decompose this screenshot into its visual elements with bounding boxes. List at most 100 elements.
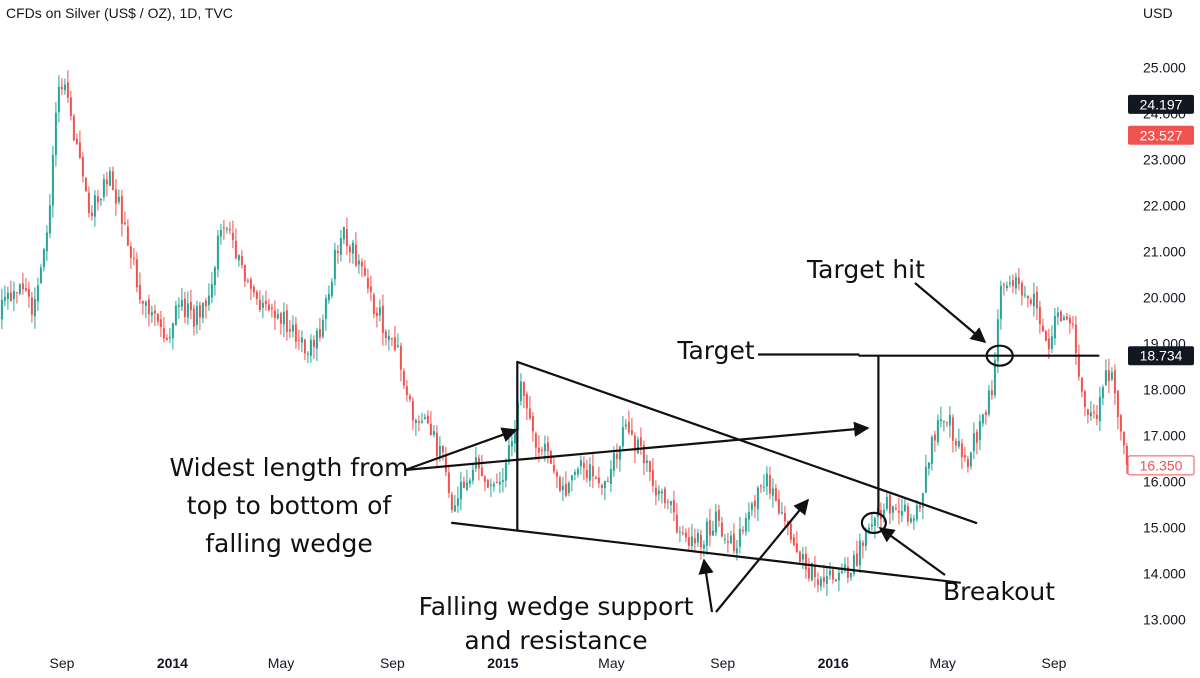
candle-body [234,240,237,259]
candle-body [147,299,150,315]
candle [645,454,648,472]
candle-body [360,261,363,267]
candle [30,291,33,323]
candle-body [273,310,276,318]
candle-body [42,249,45,268]
candle-body [27,289,30,297]
candle [939,406,942,428]
candle-body [1011,280,1014,287]
candle [573,469,576,481]
candle-body [843,564,846,571]
candle-body [51,155,54,206]
candle [981,413,984,427]
candle [201,302,204,324]
candle-body [1095,414,1098,419]
breakout-annotation: Breakout [943,577,1055,606]
candle-body [135,259,138,288]
candle [672,490,675,522]
candle [513,420,516,453]
candle-body [600,485,603,488]
candle-body [228,229,231,231]
candle-body [144,301,147,306]
candle [1098,386,1101,431]
candle-body [432,431,435,435]
candle [495,473,498,484]
candle [243,264,246,288]
candle [246,278,249,284]
candle [582,456,585,481]
candle [660,488,663,504]
candle [399,342,402,382]
candle [156,312,159,326]
candle-body [123,222,126,225]
candle-body [6,292,9,300]
candle [1077,344,1080,381]
candle [216,230,219,278]
candle-body [594,477,597,479]
candle [207,283,210,311]
candle-body [369,286,372,292]
candle [783,506,786,527]
candle [147,294,150,327]
candle-body [987,390,990,415]
candle [768,466,771,500]
candle [135,252,138,293]
candle [717,504,720,527]
candle-body [723,538,726,540]
candle-body [393,337,396,350]
candle-body [867,527,870,532]
candle-body [768,475,771,494]
candle-body [540,449,543,451]
candle [798,550,801,563]
candle [1047,328,1050,359]
candle-body [363,267,366,276]
candle-body [351,242,354,254]
candle [912,514,915,530]
candle [1092,404,1095,419]
candle [885,490,888,512]
candle [228,221,231,235]
candle [108,167,111,186]
candle-body [276,314,279,319]
widest-annotation-line: top to bottom of [187,491,393,520]
candle [237,254,240,267]
candle [1044,330,1047,342]
candle [72,113,75,142]
candle [315,327,318,362]
candle-body [90,212,93,216]
candle-body [483,477,486,482]
x-tick-label: 2016 [818,655,849,671]
candle [1053,308,1056,346]
resistance-line [516,360,978,525]
candle [699,529,702,560]
candle [345,217,348,256]
x-tick-label: Sep [1042,655,1067,671]
candle [414,418,417,436]
candle [594,475,597,480]
candle-body [150,312,153,316]
candle-body [957,441,960,447]
candle-body [459,481,462,500]
candle-body [681,532,684,534]
candle-body [585,470,588,478]
x-tick-label: May [268,655,294,671]
candle [267,298,270,312]
candle [1038,300,1041,334]
candle [627,410,630,435]
candle [1122,431,1125,455]
candle-body [24,288,27,291]
candle-body [72,116,75,141]
candle [807,557,810,582]
candle-body [417,421,420,423]
candle [1065,313,1068,321]
candle [183,291,186,323]
candle [168,328,171,344]
candle [1020,280,1023,306]
candle-body [495,482,498,483]
candle [651,458,654,493]
candle [153,304,156,327]
candle [90,205,93,221]
candle-body [708,520,711,536]
candle [318,317,321,342]
